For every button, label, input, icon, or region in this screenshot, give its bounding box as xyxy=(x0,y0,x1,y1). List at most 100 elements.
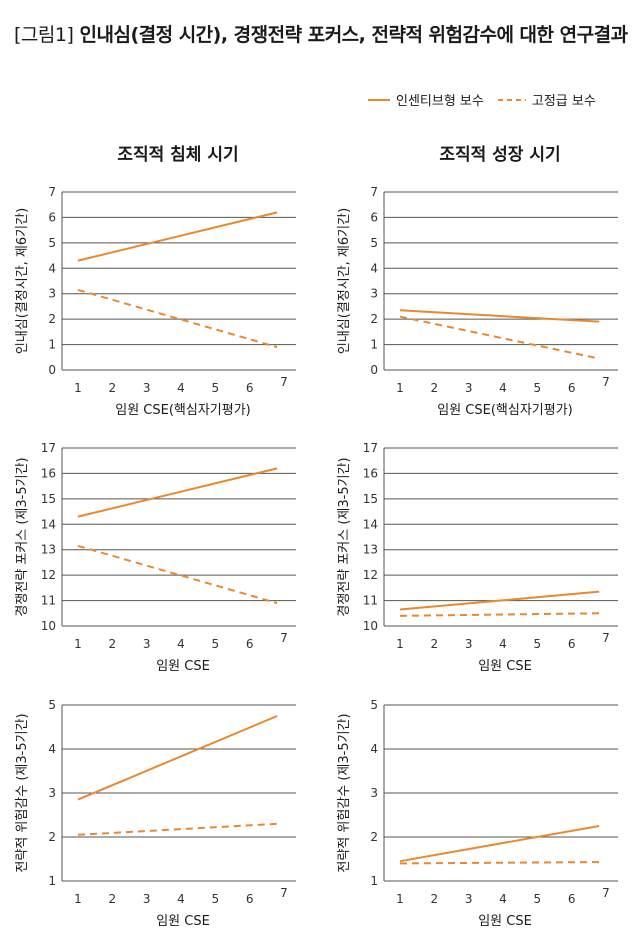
x-tick-label: 3 xyxy=(465,892,473,906)
x-tick-label: 2 xyxy=(109,637,117,651)
y-tick-label: 1 xyxy=(48,874,56,888)
y-tick-label: 10 xyxy=(41,619,56,633)
y-axis-title: 인내심(결정시간, 제6기간) xyxy=(337,208,352,354)
y-tick-label: 15 xyxy=(363,492,378,506)
series-line-fixed xyxy=(399,612,600,617)
figure-tag: [그림1] xyxy=(14,24,74,46)
x-tick-label: 7 xyxy=(280,631,288,645)
y-tick-label: 11 xyxy=(41,594,56,608)
x-tick-label: 3 xyxy=(465,381,473,395)
x-tick-label: 7 xyxy=(280,886,288,900)
x-tick-label: 2 xyxy=(431,381,439,395)
figure-title-text: 인내심(결정 시간), 경쟁전략 포커스, 전략적 위험감수에 대한 연구결과 xyxy=(79,24,629,46)
y-tick-label: 5 xyxy=(370,236,378,250)
x-tick-label: 1 xyxy=(74,892,82,906)
x-tick-label: 2 xyxy=(109,892,117,906)
x-tick-label: 6 xyxy=(568,637,576,651)
series-line-fixed xyxy=(399,861,600,865)
y-tick-label: 17 xyxy=(363,441,378,455)
y-tick-label: 1 xyxy=(370,874,378,888)
x-tick-label: 6 xyxy=(246,381,254,395)
column-title-growth: 조직적 성장 시기 xyxy=(439,145,561,165)
chart-panel-5: 1 2 3 4 5 1 2 3 4 5 6 7 임원 CSE 전략적 위험감수 (제3-5기간) xyxy=(15,698,296,929)
y-axis-title: 경쟁전략 포커스 (제3-5기간) xyxy=(15,457,30,616)
y-axis-title: 경쟁전략 포커스 (제3-5기간) xyxy=(337,457,352,616)
x-axis-title: 임원 CSE xyxy=(478,914,532,929)
y-tick-label: 6 xyxy=(370,210,378,224)
x-tick-label: 5 xyxy=(212,892,220,906)
y-tick-label: 3 xyxy=(370,287,378,301)
y-tick-label: 12 xyxy=(41,568,56,582)
x-tick-label: 4 xyxy=(177,637,185,651)
legend-item-fixed: 고정급 보수 xyxy=(497,90,596,109)
y-tick-label: 2 xyxy=(48,312,56,326)
y-tick-label: 7 xyxy=(48,185,56,199)
y-tick-label: 15 xyxy=(41,492,56,506)
y-tick-label: 5 xyxy=(48,698,56,712)
x-tick-label: 3 xyxy=(143,381,151,395)
series-line-incentive xyxy=(77,715,278,801)
y-tick-label: 4 xyxy=(370,742,378,756)
series-line-fixed xyxy=(77,288,278,349)
legend: 인센티브형 보수 고정급 보수 xyxy=(368,90,610,109)
y-tick-label: 16 xyxy=(41,466,56,480)
y-tick-label: 3 xyxy=(48,287,56,301)
x-axis-title: 임원 CSE xyxy=(156,914,210,929)
x-tick-label: 3 xyxy=(465,637,473,651)
y-tick-label: 17 xyxy=(41,441,56,455)
y-tick-label: 5 xyxy=(370,698,378,712)
x-axis-title: 임원 CSE xyxy=(156,659,210,674)
series-line-incentive xyxy=(399,590,600,611)
y-tick-label: 11 xyxy=(363,594,378,608)
y-tick-label: 3 xyxy=(370,786,378,800)
y-tick-label: 5 xyxy=(48,236,56,250)
x-tick-label: 5 xyxy=(212,381,220,395)
x-tick-label: 3 xyxy=(143,892,151,906)
legend-solid-line-icon xyxy=(368,98,390,101)
column-title-stagnation: 조직적 침체 시기 xyxy=(117,145,239,165)
y-tick-label: 4 xyxy=(370,261,378,275)
x-tick-label: 7 xyxy=(602,886,610,900)
x-tick-label: 2 xyxy=(109,381,117,395)
y-tick-label: 4 xyxy=(48,261,56,275)
legend-label-fixed: 고정급 보수 xyxy=(531,94,596,109)
legend-dashed-line-icon xyxy=(497,98,526,101)
x-tick-label: 5 xyxy=(534,637,542,651)
x-axis-title: 임원 CSE xyxy=(478,659,532,674)
x-axis-title: 임원 CSE(핵심자기평가) xyxy=(115,403,251,418)
y-tick-label: 14 xyxy=(363,517,378,531)
x-tick-label: 1 xyxy=(396,637,404,651)
legend-item-incentive: 인센티브형 보수 xyxy=(368,90,484,109)
chart-panel-6: 1 2 3 4 5 1 2 3 4 5 6 7 임원 CSE 전략적 위험감수 (제3-5기간) xyxy=(337,698,618,929)
x-tick-label: 1 xyxy=(74,637,82,651)
x-tick-label: 4 xyxy=(499,381,507,395)
series-line-incentive xyxy=(399,825,600,863)
x-tick-label: 5 xyxy=(534,892,542,906)
y-axis-title: 전략적 위험감수 (제3-5기간) xyxy=(337,713,352,872)
chart-panel-2: 0 1 2 3 4 5 6 7 1 2 3 4 5 6 7 임원 CSE(핵심자기평가) 인내심(결정시간, 제… xyxy=(337,185,618,418)
x-tick-label: 1 xyxy=(396,892,404,906)
y-tick-label: 1 xyxy=(48,338,56,352)
y-tick-label: 0 xyxy=(48,363,56,377)
y-tick-label: 12 xyxy=(363,568,378,582)
x-tick-label: 1 xyxy=(74,381,82,395)
y-tick-label: 0 xyxy=(370,363,378,377)
y-tick-label: 13 xyxy=(363,543,378,557)
y-axis-title: 전략적 위험감수 (제3-5기간) xyxy=(15,713,30,872)
x-tick-label: 4 xyxy=(177,381,185,395)
x-tick-label: 7 xyxy=(280,375,288,389)
y-tick-label: 2 xyxy=(48,830,56,844)
y-tick-label: 13 xyxy=(41,543,56,557)
x-tick-label: 3 xyxy=(143,637,151,651)
y-tick-label: 6 xyxy=(48,210,56,224)
y-tick-label: 2 xyxy=(370,830,378,844)
chart-panel-1: 0 1 2 3 4 5 6 7 1 2 3 4 5 6 7 임원 CSE(핵심자기평가) 인내심(결정시간, 제… xyxy=(15,185,296,418)
y-tick-label: 16 xyxy=(363,466,378,480)
series-line-fixed xyxy=(77,822,278,836)
x-tick-label: 4 xyxy=(499,892,507,906)
x-tick-label: 4 xyxy=(499,637,507,651)
series-line-fixed xyxy=(399,315,600,360)
y-tick-label: 2 xyxy=(370,312,378,326)
